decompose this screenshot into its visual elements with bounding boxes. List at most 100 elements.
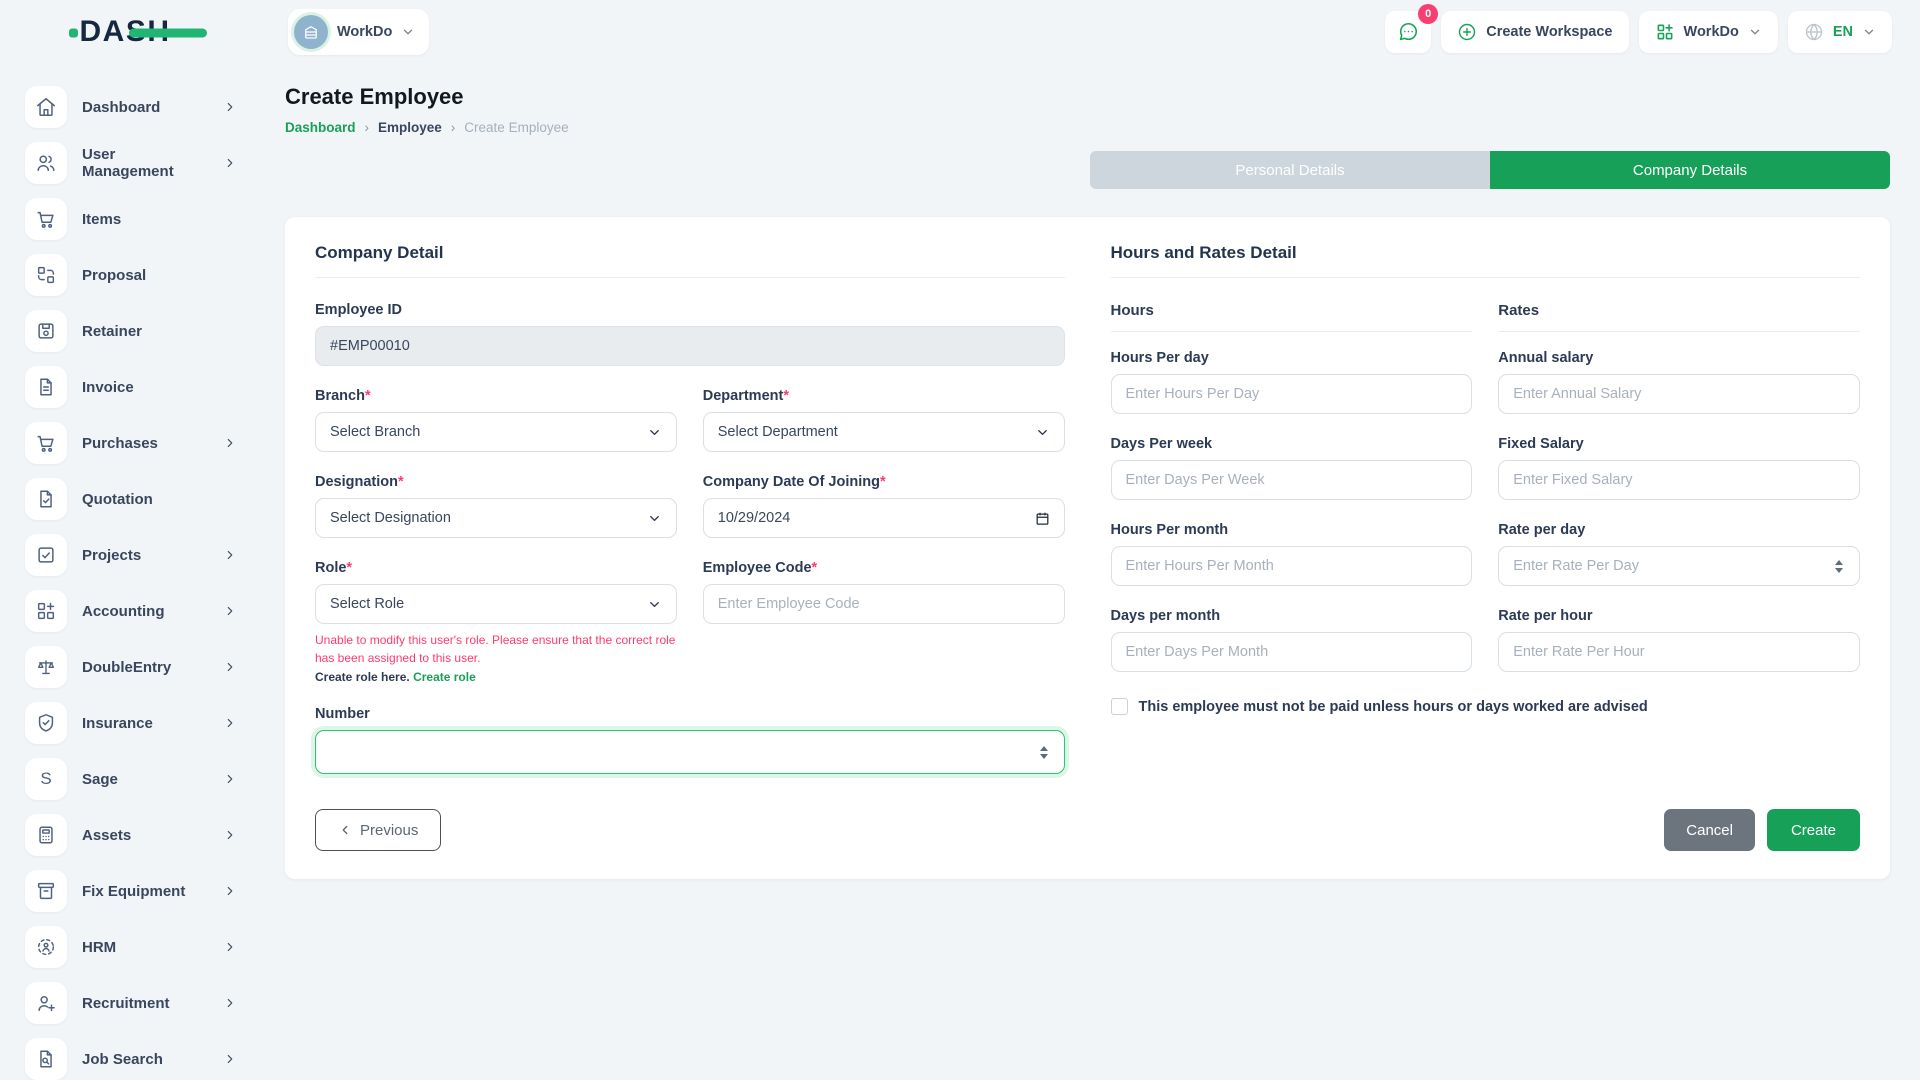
scales-icon	[25, 646, 67, 688]
chevron-right-icon	[223, 884, 237, 898]
sidebar-item-items[interactable]: Items	[25, 198, 237, 240]
rates-subheading: Rates	[1498, 302, 1860, 332]
days-per-week-group: Days Per week	[1110, 436, 1473, 500]
cancel-button[interactable]: Cancel	[1664, 809, 1755, 851]
previous-button[interactable]: Previous	[315, 809, 442, 851]
chevron-down-icon	[649, 515, 659, 521]
create-workspace-button[interactable]: Create Workspace	[1441, 11, 1629, 53]
role-label: Role*	[315, 560, 353, 576]
joining-date-field[interactable]: 10/29/2024	[702, 498, 1065, 538]
language-selector[interactable]: EN	[1787, 11, 1892, 53]
breadcrumb-dashboard[interactable]: Dashboard	[285, 120, 356, 135]
file-search-icon	[25, 1038, 67, 1080]
employee-code-label: Employee Code*	[702, 560, 818, 576]
rate-per-day-input[interactable]	[1513, 558, 1823, 574]
create-workspace-label: Create Workspace	[1486, 24, 1613, 40]
days-per-week-input[interactable]	[1125, 472, 1458, 488]
annual-salary-group: Annual salary	[1498, 350, 1860, 414]
workdo-menu-label: WorkDo	[1683, 24, 1739, 40]
chevron-right-icon	[223, 716, 237, 730]
chevron-left-icon	[342, 825, 348, 835]
no-pay-checkbox[interactable]	[1110, 698, 1128, 715]
calculator-icon	[25, 814, 67, 856]
sidebar-item-recruitment[interactable]: Recruitment	[25, 982, 237, 1024]
sidebar-item-dashboard[interactable]: Dashboard	[25, 86, 237, 128]
chevron-down-icon	[649, 601, 659, 607]
chevron-right-icon	[223, 156, 237, 170]
branch-select[interactable]: Select Branch	[315, 412, 677, 452]
sidebar-item-purchases[interactable]: Purchases	[25, 422, 237, 464]
employee-code-input[interactable]	[717, 596, 1050, 612]
fixed-salary-group: Fixed Salary	[1498, 436, 1860, 500]
create-role-link[interactable]: Create role	[413, 670, 476, 684]
company-detail-heading: Company Detail	[315, 243, 1065, 278]
employee-id-field: #EMP00010	[315, 326, 1065, 366]
chevron-right-icon	[223, 828, 237, 842]
breadcrumb-current: Create Employee	[464, 120, 569, 135]
breadcrumb-separator: ›	[364, 120, 370, 135]
workspace-name: WorkDo	[337, 24, 393, 40]
rate-per-hour-input[interactable]	[1513, 644, 1845, 660]
chat-button[interactable]: 0	[1385, 4, 1439, 53]
branch-label: Branch*	[315, 388, 371, 404]
department-select[interactable]: Select Department	[702, 412, 1065, 452]
create-button[interactable]: Create	[1766, 809, 1860, 851]
globe-icon	[1805, 23, 1823, 41]
sage-letter-icon: S	[25, 758, 67, 800]
department-group: Department* Select Department	[702, 388, 1065, 452]
workdo-menu-button[interactable]: WorkDo	[1638, 11, 1778, 53]
joining-date-label: Company Date Of Joining*	[702, 474, 886, 490]
chevron-right-icon	[223, 100, 237, 114]
designation-select[interactable]: Select Designation	[315, 498, 677, 538]
rate-per-day-stepper[interactable]	[1833, 559, 1845, 573]
users-icon	[25, 142, 67, 184]
number-stepper[interactable]	[1038, 745, 1050, 759]
fixed-salary-input[interactable]	[1513, 472, 1845, 488]
hours-per-day-input[interactable]	[1125, 386, 1458, 402]
sidebar-item-fix-equipment[interactable]: Fix Equipment	[25, 870, 237, 912]
sidebar: Dashboard User Management Items Proposal…	[0, 64, 250, 1080]
chevron-down-icon	[649, 429, 659, 435]
employee-id-label: Employee ID	[315, 302, 403, 318]
hours-per-day-group: Hours Per day	[1110, 350, 1473, 414]
sidebar-item-hrm[interactable]: HRM	[25, 926, 237, 968]
chat-bubble-icon	[1399, 23, 1418, 41]
sidebar-item-user-management[interactable]: User Management	[25, 142, 237, 184]
breadcrumb-employee[interactable]: Employee	[378, 120, 442, 135]
chevron-right-icon	[223, 548, 237, 562]
number-input[interactable]	[330, 744, 1028, 760]
file-text-icon	[25, 366, 67, 408]
hours-subheading: Hours	[1110, 302, 1473, 332]
number-label: Number	[315, 706, 370, 722]
sidebar-item-sage[interactable]: S Sage	[25, 758, 237, 800]
building-icon	[305, 26, 317, 39]
sidebar-item-projects[interactable]: Projects	[25, 534, 237, 576]
tab-company-details[interactable]: Company Details	[1490, 151, 1890, 189]
cart-icon	[25, 422, 67, 464]
sidebar-item-quotation[interactable]: Quotation	[25, 478, 237, 520]
sidebar-item-invoice[interactable]: Invoice	[25, 366, 237, 408]
days-per-month-input[interactable]	[1125, 644, 1458, 660]
form-actions: Cancel Create	[1664, 809, 1860, 851]
layout-arrows-icon	[25, 254, 67, 296]
workspace-avatar	[294, 15, 328, 49]
chat-badge: 0	[1418, 4, 1439, 24]
annual-salary-input[interactable]	[1513, 386, 1845, 402]
sidebar-item-proposal[interactable]: Proposal	[25, 254, 237, 296]
app-logo[interactable]: DASH	[69, 15, 207, 49]
sidebar-item-doubleentry[interactable]: DoubleEntry	[25, 646, 237, 688]
chevron-down-icon	[1748, 25, 1762, 39]
workspace-selector[interactable]: WorkDo	[288, 9, 430, 55]
tab-personal-details[interactable]: Personal Details	[1090, 151, 1490, 189]
designation-group: Designation* Select Designation	[315, 474, 677, 538]
page-title: Create Employee	[285, 84, 464, 109]
sidebar-item-job-search[interactable]: Job Search	[25, 1038, 237, 1080]
sidebar-item-retainer[interactable]: Retainer	[25, 310, 237, 352]
role-select[interactable]: Select Role	[315, 584, 677, 624]
sidebar-item-accounting[interactable]: Accounting	[25, 590, 237, 632]
sidebar-item-insurance[interactable]: Insurance	[25, 702, 237, 744]
sidebar-item-assets[interactable]: Assets	[25, 814, 237, 856]
role-helper: Create role here. Create role	[315, 670, 476, 684]
hours-per-month-input[interactable]	[1125, 558, 1458, 574]
chevron-right-icon	[223, 1052, 237, 1066]
